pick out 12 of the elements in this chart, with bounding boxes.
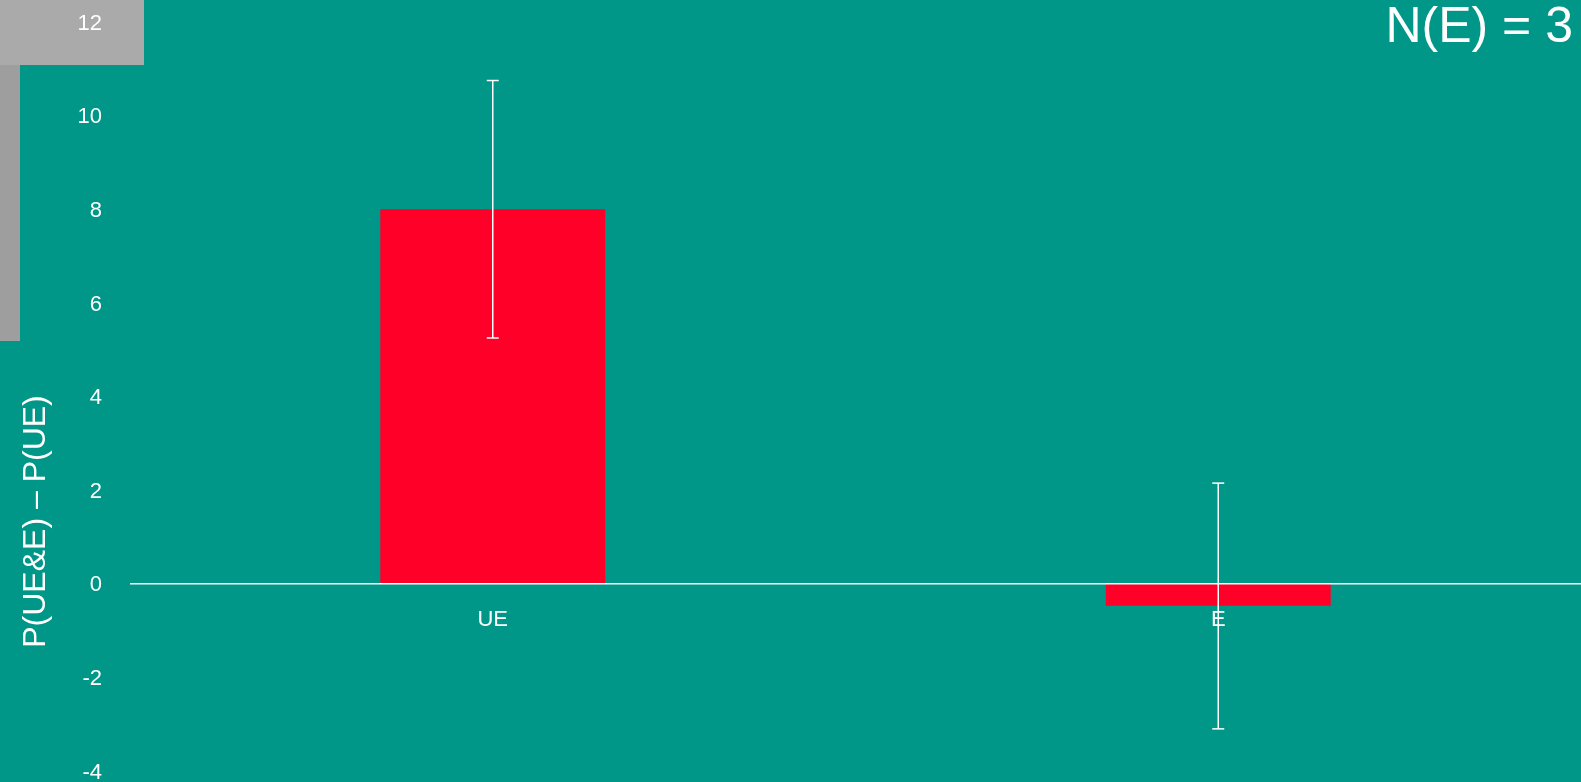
y-tick-label: 10 bbox=[77, 103, 102, 129]
y-tick-label: 0 bbox=[89, 571, 102, 597]
x-tick-label: UE bbox=[477, 605, 509, 631]
y-tick-label: 4 bbox=[89, 384, 102, 410]
y-tick-label: -2 bbox=[82, 665, 102, 691]
y-tick-label: 12 bbox=[77, 9, 102, 35]
y-tick-label: 6 bbox=[89, 290, 102, 316]
y-tick-label: -4 bbox=[82, 758, 102, 782]
y-axis-title: P(UE&E) – P(UE) bbox=[16, 395, 52, 648]
y-tick-label: 8 bbox=[89, 196, 102, 222]
y-tick-label: 2 bbox=[89, 477, 102, 503]
chart-title: N(E) = 3 bbox=[1385, 0, 1573, 53]
